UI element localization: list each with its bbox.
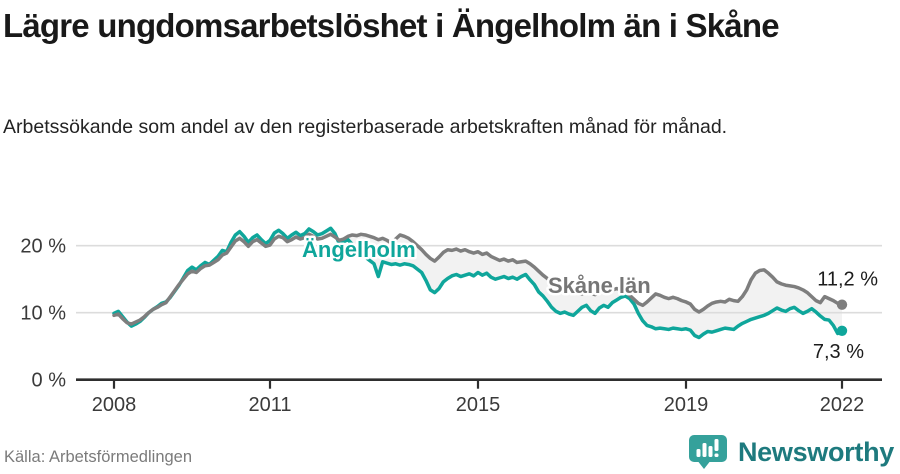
page-title: Lägre ungdomsarbetslöshet i Ängelholm än… (3, 7, 780, 44)
newsworthy-bubble-chart-icon (688, 435, 727, 469)
chart-subtitle: Arbetssökande som andel av den registerb… (3, 116, 728, 138)
speech-bubble-shape (688, 435, 727, 469)
x-tick-label-2022: 2022 (820, 394, 865, 416)
fill-between-series (114, 228, 842, 338)
series-label-skane-lan: Skåne län (548, 273, 651, 298)
series-line-sk-ne-l-n (112, 232, 844, 326)
brand-name: Newsworthy (737, 436, 894, 467)
source-credit: Källa: Arbetsförmedlingen (4, 448, 193, 466)
series-label-angelholm: Ängelholm (302, 237, 416, 262)
series-line--ngelholm (112, 226, 844, 340)
bar-chart-glyph (696, 439, 719, 457)
newsworthy-logo: Newsworthy (688, 434, 894, 470)
x-tick-label-2008: 2008 (92, 394, 137, 416)
end-value-label: 7,3 % (813, 341, 864, 363)
y-tick-label-10: 10 % (20, 303, 66, 325)
series-end-dot (836, 325, 848, 336)
end-value-label: 11,2 % (817, 269, 878, 291)
unemployment-line-chart: 0 % 10 % 20 % 2008 2011 2015 2019 2022 7,3 % 11,2… (20, 226, 882, 416)
y-tick-label-0: 0 % (32, 370, 67, 392)
series-end-dot (836, 299, 848, 310)
x-tick-label-2015: 2015 (456, 394, 501, 416)
x-tick-label-2011: 2011 (248, 394, 291, 416)
y-tick-label-20: 20 % (20, 236, 66, 258)
x-tick-label-2019: 2019 (664, 394, 709, 416)
